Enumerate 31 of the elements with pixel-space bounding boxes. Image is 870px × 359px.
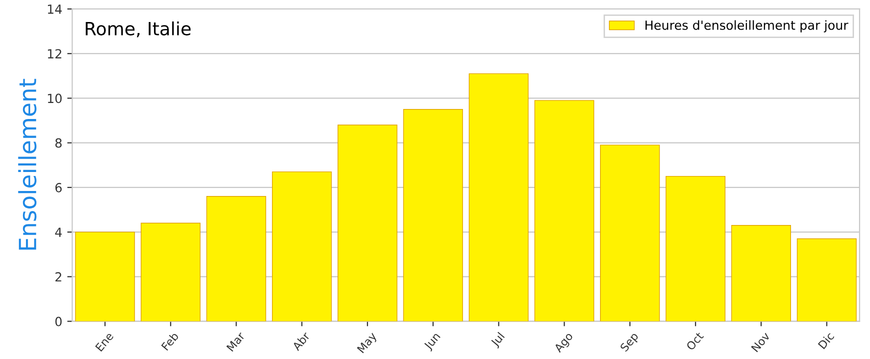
y-tick-label: 10 <box>48 94 62 104</box>
y-tick-label: 8 <box>55 138 62 148</box>
y-tick-label: 2 <box>55 272 62 282</box>
bar <box>338 124 398 322</box>
y-axis-title: Ensoleillement <box>18 78 36 250</box>
y-tick-label: 0 <box>55 316 62 326</box>
bar <box>272 171 332 322</box>
bar <box>75 232 135 322</box>
x-tick-label: Jun <box>423 332 442 352</box>
y-tick-label: 14 <box>48 4 62 14</box>
x-tick-label: Oct <box>686 331 704 351</box>
bar <box>666 176 726 322</box>
bar <box>600 144 660 322</box>
x-tick-label: Sep <box>620 332 640 354</box>
x-tick-label: Feb <box>160 331 180 351</box>
y-tick-label: 6 <box>55 182 62 192</box>
bar <box>140 222 201 322</box>
text: Rome, Italie <box>86 21 191 38</box>
x-tick-label: Jul <box>490 332 506 349</box>
bar <box>731 225 792 322</box>
bar <box>796 238 857 322</box>
x-tick-label: Dic <box>818 332 834 350</box>
bar <box>534 100 594 322</box>
x-tick-label: Ene <box>95 332 114 352</box>
legend-label: Heures d'ensoleillement par jour <box>646 20 848 32</box>
bar <box>206 196 266 322</box>
bar <box>403 109 463 322</box>
y-tick-label: 4 <box>55 228 62 237</box>
bar <box>468 73 529 322</box>
x-tick-label: Abr <box>292 331 310 352</box>
y-tick-label: 12 <box>48 49 62 58</box>
